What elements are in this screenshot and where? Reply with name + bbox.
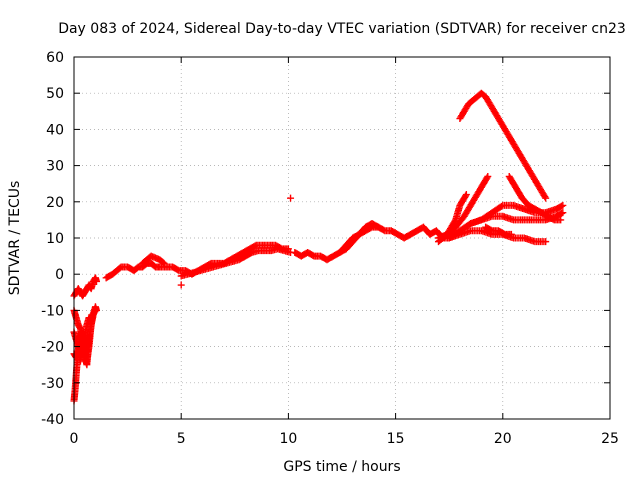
x-tick-label: 0 [70, 431, 79, 447]
data-point [451, 217, 459, 225]
data-point [507, 230, 515, 238]
data-point [484, 172, 492, 180]
x-tick-labels: 0 5 10 15 20 25 [70, 431, 619, 447]
y-axis-label: SDTVAR / TECUs [7, 181, 23, 296]
x-axis-label: GPS time / hours [283, 459, 400, 475]
data-point [93, 306, 101, 314]
y-tick-label: 30 [46, 159, 64, 175]
y-tick-label: 60 [46, 50, 64, 66]
data-point [558, 209, 566, 217]
data-point [374, 223, 382, 231]
data-point [483, 174, 491, 182]
data-point [541, 193, 549, 201]
y-tick-label: 10 [46, 231, 64, 247]
y-tick-label: 0 [55, 267, 64, 283]
y-tick-label: 40 [46, 122, 64, 138]
y-tick-label: -20 [41, 340, 64, 356]
y-tick-label: -40 [41, 412, 64, 428]
grid [74, 57, 610, 419]
y-tick-label: -30 [41, 376, 64, 392]
data-point [462, 192, 470, 200]
data-point [159, 258, 167, 266]
y-tick-label: 50 [46, 86, 64, 102]
data-points [70, 89, 567, 405]
x-tick-label: 10 [279, 431, 297, 447]
y-tick-labels: -40 -30 -20 -10 0 10 20 30 40 50 60 [41, 50, 64, 428]
data-point [81, 353, 89, 361]
data-point [287, 194, 295, 202]
data-point [559, 201, 567, 209]
data-point [177, 281, 185, 289]
y-tick-label: 20 [46, 195, 64, 211]
data-point [462, 191, 470, 199]
data-point [559, 209, 567, 217]
x-tick-label: 25 [601, 431, 619, 447]
data-point [93, 277, 101, 285]
chart-title: Day 083 of 2024, Sidereal Day-to-day VTE… [58, 21, 626, 37]
data-point [542, 194, 550, 202]
data-point [497, 202, 505, 210]
data-point [542, 238, 550, 246]
data-point [160, 259, 168, 267]
x-tick-label: 5 [177, 431, 186, 447]
axis-ticks [73, 56, 611, 420]
data-point [558, 202, 566, 210]
x-tick-label: 20 [494, 431, 512, 447]
y-tick-label: -10 [41, 303, 64, 319]
data-point [557, 216, 565, 224]
x-tick-label: 15 [387, 431, 405, 447]
